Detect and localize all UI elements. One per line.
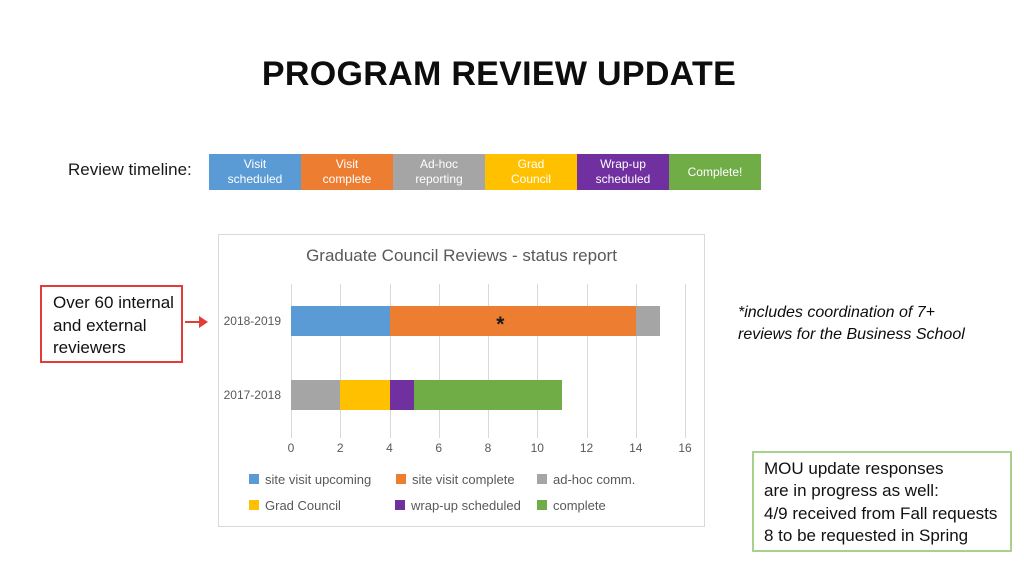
chart-title: Graduate Council Reviews - status report xyxy=(306,246,617,265)
bar-annotation-asterisk: * xyxy=(496,313,505,336)
bar-segment xyxy=(389,306,636,336)
legend-item: site visit complete xyxy=(396,471,515,487)
legend-label: ad-hoc comm. xyxy=(553,471,636,487)
legend-swatch-icon xyxy=(249,500,259,510)
legend-label: site visit complete xyxy=(412,471,515,487)
x-tick-label: 8 xyxy=(484,441,492,455)
chart-legend: site visit upcoming site visit complete ad… xyxy=(219,471,704,526)
bar-segment xyxy=(414,380,562,410)
timeline-stage: Visit complete xyxy=(301,154,393,190)
legend-item: wrap-up scheduled xyxy=(395,497,521,513)
x-tick-label: 12 xyxy=(579,441,594,455)
legend-swatch-icon xyxy=(249,474,259,484)
timeline-stage: Grad Council xyxy=(485,154,577,190)
gridline xyxy=(635,284,637,438)
gridline xyxy=(488,284,489,438)
bar-segment xyxy=(389,380,415,410)
timeline-stage: Ad-hoc reporting xyxy=(393,154,485,190)
x-tick-label: 14 xyxy=(629,441,643,455)
x-tick-label: 2 xyxy=(336,441,344,455)
timeline-stage: Visit scheduled xyxy=(209,154,301,190)
legend-label: wrap-up scheduled xyxy=(411,497,521,513)
status-report-chart: Graduate Council Reviews - status report… xyxy=(218,234,705,527)
category-label: 2018-2019 xyxy=(223,314,281,328)
x-tick-label: 4 xyxy=(386,441,393,455)
legend-item: complete xyxy=(537,497,606,513)
legend-swatch-icon xyxy=(537,500,547,510)
legend-item: site visit upcoming xyxy=(249,471,371,487)
x-tick-label: 16 xyxy=(678,441,692,455)
slide-title: PROGRAM REVIEW UPDATE xyxy=(261,55,737,93)
review-timeline: Visit scheduled Visit complete Ad-hoc repo… xyxy=(209,154,761,190)
legend-item: ad-hoc comm. xyxy=(537,471,635,487)
category-label: 2017-2018 xyxy=(223,388,281,402)
coordination-footnote: *includes coordination of 7+ reviews for… xyxy=(738,304,965,344)
reviewers-callout-box: Over 60 internal and external reviewers xyxy=(40,285,183,363)
legend-swatch-icon xyxy=(396,474,406,484)
legend-item: Grad Council xyxy=(249,497,341,513)
bar-segment xyxy=(635,306,661,336)
legend-label: Grad Council xyxy=(265,497,341,513)
legend-swatch-icon xyxy=(537,474,547,484)
legend-swatch-icon xyxy=(395,500,405,510)
legend-label: site visit upcoming xyxy=(265,471,372,487)
gridline xyxy=(537,284,539,438)
x-tick-label: 6 xyxy=(435,441,443,455)
timeline-stage: Complete! xyxy=(669,154,761,190)
timeline-stage: Wrap-up scheduled xyxy=(577,154,669,190)
bar-segment xyxy=(291,380,341,410)
chart-plot-area: 0 2 4 6 8 10 12 14 16 * xyxy=(288,284,692,455)
gridline xyxy=(586,284,588,438)
timeline-label: Review timeline: xyxy=(68,160,192,179)
gridline xyxy=(291,284,292,438)
callout-arrow-head-icon xyxy=(199,316,208,328)
gridline xyxy=(685,284,686,438)
bar-segment xyxy=(291,306,390,336)
x-tick-label: 0 xyxy=(287,441,295,455)
gridline xyxy=(438,284,440,438)
bar-segment xyxy=(340,380,390,410)
legend-label: complete xyxy=(553,497,606,513)
mou-note-box: MOU update responses are in progress as … xyxy=(752,451,1012,552)
callout-arrow-line xyxy=(185,321,200,323)
x-tick-label: 10 xyxy=(530,441,544,455)
gridline xyxy=(340,284,342,438)
gridline xyxy=(389,284,391,438)
